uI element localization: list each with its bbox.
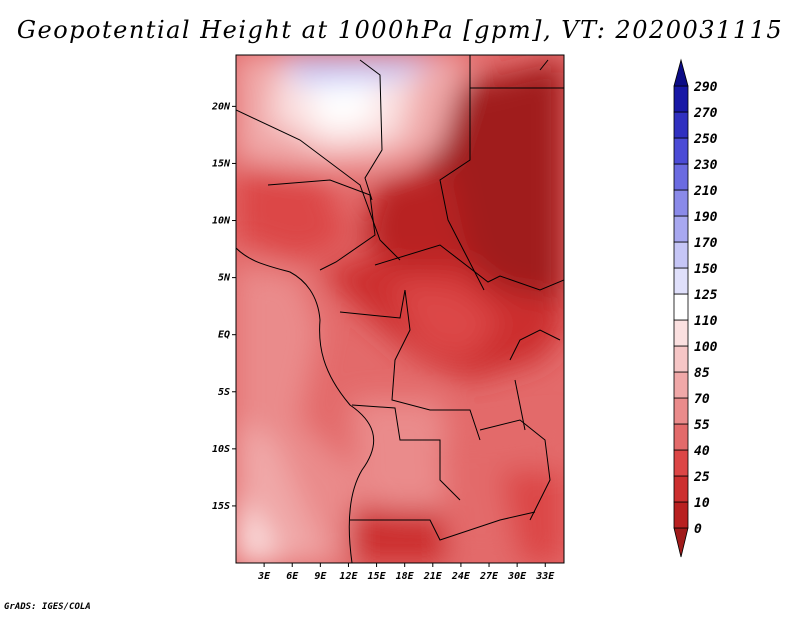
- lake-victoria: [509, 329, 561, 361]
- map-frame: [235, 54, 565, 564]
- colorbar-label: 100: [694, 340, 718, 355]
- colorbar-label: 0: [694, 522, 702, 537]
- x-tick-label: 9E: [314, 571, 327, 582]
- colorbar-label: 85: [694, 366, 710, 381]
- colorbar-label: 190: [694, 210, 718, 225]
- colorbar-segment: [673, 137, 689, 165]
- colorbar-label: 210: [693, 184, 718, 199]
- colorbar-label: 10: [694, 496, 710, 511]
- border-gabon: [339, 289, 406, 319]
- colorbar: 0 10 25 40 55 70 85 100 110 125 150 170 190 210 230 250…: [673, 58, 718, 558]
- colorbar-label: 70: [694, 392, 710, 407]
- colorbar-label: 55: [694, 418, 710, 433]
- x-tick-label: 6E: [286, 571, 299, 582]
- colorbar-segment: [673, 293, 689, 321]
- colorbar-segment: [673, 475, 689, 503]
- y-tick-label: 20N: [211, 101, 231, 112]
- country-borders: [236, 55, 564, 563]
- chart-title: Geopotential Height at 1000hPa [gpm], VT…: [16, 16, 784, 44]
- colorbar-segment: [673, 215, 689, 243]
- colorbar-segment: [673, 345, 689, 373]
- field-algeria-blue: [280, 55, 440, 85]
- x-tick-label: 24E: [451, 571, 471, 582]
- field-atlantic-sw: [236, 500, 280, 563]
- x-axis: 3E 6E 9E 12E 15E 18E 21E 24E 27E 30E 33E: [257, 563, 555, 582]
- colorbar-label: 270: [693, 106, 718, 121]
- x-tick-label: 30E: [507, 571, 527, 582]
- colorbar-segment: [673, 85, 689, 113]
- border-libya: [359, 59, 383, 201]
- colorbar-label: 290: [693, 80, 718, 95]
- colorbar-segment: [673, 163, 689, 191]
- y-tick-label: 5N: [218, 273, 231, 284]
- y-tick-label: 15N: [212, 158, 231, 169]
- field-algeria-white: [305, 75, 380, 130]
- field-namibia: [350, 510, 450, 563]
- border-namibia: [350, 511, 536, 541]
- colorbar-segment: [673, 111, 689, 139]
- grads-credit: GrADS: IGES/COLA: [4, 602, 91, 612]
- y-tick-label: 10N: [212, 216, 231, 227]
- colorbar-label: 250: [693, 132, 718, 147]
- y-tick-label: 5S: [218, 387, 230, 398]
- x-tick-label: 33E: [535, 571, 555, 582]
- border-drc: [391, 289, 481, 441]
- border-nigeria: [267, 179, 376, 271]
- y-axis: 20N 15N 10N 5N EQ 5S 10S 15S: [211, 101, 236, 512]
- colorbar-segment: [673, 371, 689, 399]
- border-algeria-niger: [236, 109, 401, 261]
- colorbar-segment: [673, 449, 689, 477]
- west-coastline: [236, 247, 375, 563]
- colorbar-segment: [673, 527, 689, 558]
- y-tick-label: 10S: [212, 444, 230, 455]
- x-tick-label: 18E: [396, 571, 415, 582]
- field-west-africa: [236, 170, 350, 260]
- colorbar-segment: [673, 397, 689, 425]
- colorbar-label: 230: [693, 158, 718, 173]
- colorbar-segment: [673, 189, 689, 217]
- colorbar-segment: [673, 501, 689, 529]
- x-tick-label: 15E: [368, 571, 387, 582]
- colorbar-label: 40: [694, 444, 710, 459]
- x-tick-label: 27E: [479, 571, 499, 582]
- colorbar-segment: [673, 58, 689, 87]
- red-sea-coast: [539, 59, 549, 71]
- border-angola: [351, 404, 461, 501]
- colorbar-segment: [673, 267, 689, 295]
- x-tick-label: 3E: [257, 571, 271, 582]
- colorbar-segment: [673, 319, 689, 347]
- colorbar-label: 150: [694, 262, 718, 277]
- colorbar-label: 170: [694, 236, 718, 251]
- x-tick-label: 21E: [423, 571, 443, 582]
- border-egypt-sudan: [439, 55, 485, 291]
- lake-tanganyika: [514, 379, 526, 431]
- border-car: [374, 244, 564, 291]
- colorbar-segment: [673, 423, 689, 451]
- map-field: [236, 55, 564, 563]
- border-zambia-malawi: [479, 419, 551, 521]
- field-angola: [350, 400, 460, 520]
- colorbar-label: 110: [694, 314, 718, 329]
- colorbar-segment: [673, 241, 689, 269]
- x-tick-label: 12E: [339, 571, 358, 582]
- colorbar-label: 25: [693, 470, 710, 485]
- y-tick-label: 15S: [212, 501, 230, 512]
- field-congo: [390, 280, 500, 360]
- y-tick-label: EQ: [218, 330, 230, 341]
- colorbar-label: 125: [694, 288, 718, 303]
